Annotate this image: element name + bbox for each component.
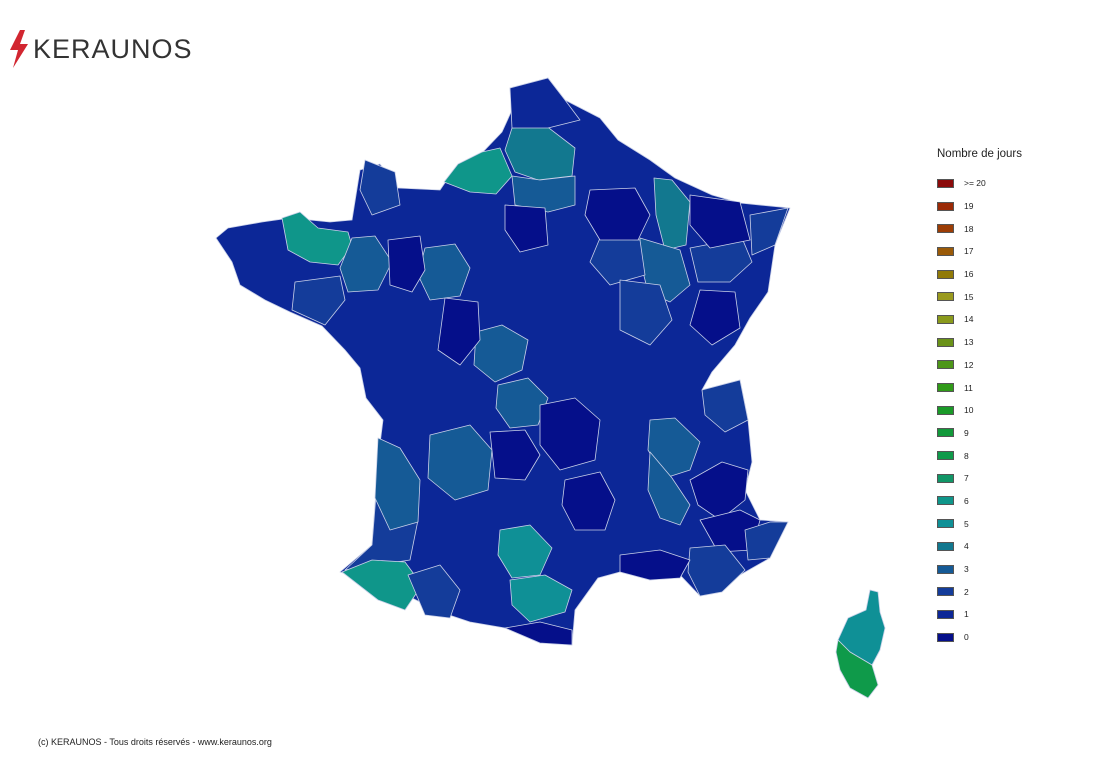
brand-name: KERAUNOS	[33, 33, 193, 64]
legend-label: 16	[964, 269, 974, 280]
legend-item: 5	[937, 512, 1022, 535]
legend-label: 7	[964, 473, 969, 484]
brand-logo: KERAUNOS	[8, 30, 193, 68]
legend-swatch	[937, 451, 954, 461]
lightning-icon	[10, 30, 28, 68]
legend-item: 2	[937, 580, 1022, 603]
legend-item: 4	[937, 535, 1022, 558]
legend-item: 12	[937, 354, 1022, 377]
copyright-footer: (c) KERAUNOS - Tous droits réservés - ww…	[38, 737, 272, 747]
legend-swatch	[937, 269, 954, 279]
legend: Nombre de jours >= 20 19 18 17 16 15 14 13 12 11 1…	[937, 148, 1022, 648]
legend-item: >= 20	[937, 172, 1022, 195]
legend-swatch	[937, 292, 954, 302]
legend-label: 15	[964, 291, 974, 302]
legend-title: Nombre de jours	[937, 148, 1023, 160]
legend-item: 0	[937, 626, 1022, 649]
legend-label: 13	[964, 337, 974, 348]
legend-item: 18	[937, 217, 1022, 240]
legend-label: 0	[964, 632, 969, 643]
legend-swatch	[937, 337, 954, 347]
legend-item: 16	[937, 263, 1022, 286]
legend-swatch	[937, 246, 954, 256]
legend-swatch	[937, 541, 954, 551]
legend-label: 5	[964, 518, 969, 529]
legend-swatch	[937, 201, 954, 211]
legend-label: 8	[964, 450, 969, 461]
legend-swatch	[937, 632, 954, 642]
legend-swatch	[937, 178, 954, 188]
legend-swatch	[937, 473, 954, 483]
legend-item: 7	[937, 467, 1022, 490]
legend-label: 1	[964, 609, 969, 620]
legend-item: 8	[937, 444, 1022, 467]
legend-swatch	[937, 496, 954, 506]
legend-label: 6	[964, 495, 969, 506]
legend-item: 10	[937, 399, 1022, 422]
legend-label: 19	[964, 201, 974, 212]
legend-label: 12	[964, 359, 974, 370]
legend-label: 2	[964, 586, 969, 597]
legend-item: 19	[937, 195, 1022, 218]
legend-label: 3	[964, 564, 969, 575]
legend-item: 13	[937, 331, 1022, 354]
legend-item: 3	[937, 558, 1022, 581]
legend-swatch	[937, 360, 954, 370]
corsica	[835, 589, 886, 699]
legend-label: 14	[964, 314, 974, 325]
legend-swatch	[937, 609, 954, 619]
legend-swatch	[937, 383, 954, 393]
legend-swatch	[937, 405, 954, 415]
legend-items: >= 20 19 18 17 16 15 14 13 12 11 10 9 8 7 6 5 4 3 2 1 0	[937, 172, 1022, 648]
legend-item: 9	[937, 422, 1022, 445]
legend-label: 17	[964, 246, 974, 257]
legend-label: 11	[964, 382, 973, 393]
legend-label: >= 20	[964, 178, 986, 189]
legend-label: 10	[964, 405, 974, 416]
legend-swatch	[937, 587, 954, 597]
legend-swatch	[937, 224, 954, 234]
legend-label: 18	[964, 223, 974, 234]
legend-item: 11	[937, 376, 1022, 399]
legend-item: 14	[937, 308, 1022, 331]
legend-item: 17	[937, 240, 1022, 263]
legend-label: 4	[964, 541, 969, 552]
legend-swatch	[937, 564, 954, 574]
legend-item: 6	[937, 490, 1022, 513]
legend-swatch	[937, 428, 954, 438]
legend-swatch	[937, 519, 954, 529]
legend-swatch	[937, 314, 954, 324]
legend-item: 15	[937, 285, 1022, 308]
legend-label: 9	[964, 427, 969, 438]
legend-item: 1	[937, 603, 1022, 626]
